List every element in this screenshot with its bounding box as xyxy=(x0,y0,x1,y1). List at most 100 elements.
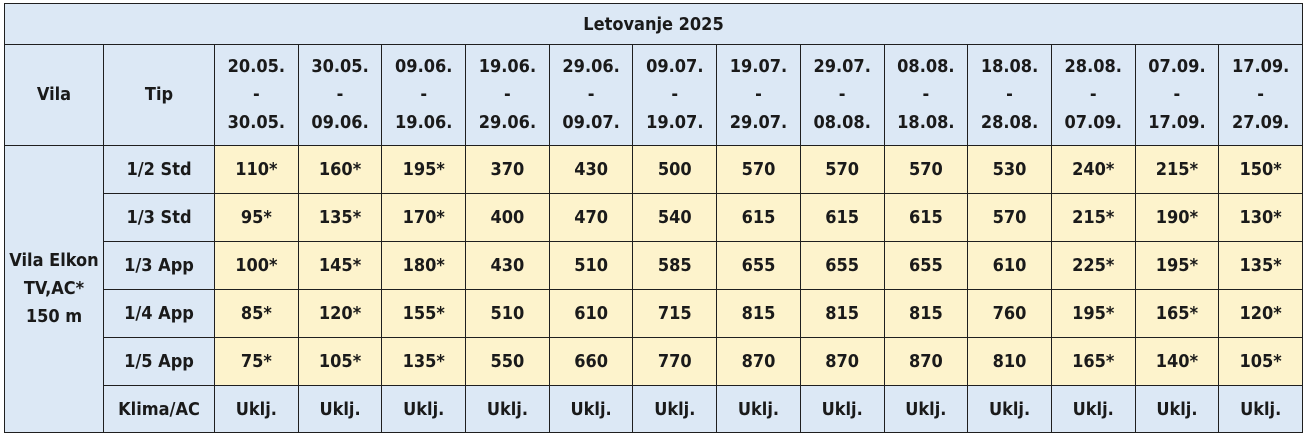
period-to: 09.06. xyxy=(311,112,369,133)
table-row: 1/5 App 75* 105* 135* 550 660 770 870 870 870 810 1… xyxy=(5,337,1304,386)
price-cell: 500 xyxy=(632,145,718,194)
period-header: 19.06. - 29.06. xyxy=(465,44,550,146)
price-cell: 610 xyxy=(548,289,634,338)
klima-cell: Uklj. xyxy=(632,385,718,433)
room-type: 1/3 Std xyxy=(103,193,215,242)
price-cell: 100* xyxy=(214,241,299,290)
period-to: 07.09. xyxy=(1064,112,1122,133)
period-sep: - xyxy=(336,84,344,105)
price-cell: 140* xyxy=(1134,337,1220,386)
price-cell: 570 xyxy=(883,145,969,194)
price-cell: 135* xyxy=(381,337,467,386)
table-row: 1/4 App 85* 120* 155* 510 610 715 815 815 815 760 1… xyxy=(5,289,1304,338)
period-header: 29.07. - 08.08. xyxy=(799,44,885,146)
period-header: 18.08. - 28.08. xyxy=(967,44,1052,146)
price-cell: 430 xyxy=(465,241,550,290)
villa-line3: 150 m xyxy=(25,306,83,327)
period-to: 19.07. xyxy=(646,112,704,133)
villa-cell: Vila Elkon TV,AC* 150 m xyxy=(4,145,104,433)
price-cell: 615 xyxy=(799,193,885,242)
klima-cell: Uklj. xyxy=(1134,385,1220,433)
price-cell: 615 xyxy=(883,193,969,242)
period-to: 08.08. xyxy=(813,112,871,133)
period-header: 28.08. - 07.09. xyxy=(1050,44,1136,146)
period-from: 29.06. xyxy=(562,56,620,77)
period-from: 18.08. xyxy=(980,56,1039,77)
period-header: 19.07. - 29.07. xyxy=(716,44,801,146)
klima-row: Klima/AC Uklj. Uklj. Uklj. Uklj. Uklj. Uklj. Uk… xyxy=(5,385,1304,433)
price-cell: 870 xyxy=(716,337,801,386)
price-cell: 195* xyxy=(1134,241,1220,290)
period-sep: - xyxy=(838,84,846,105)
klima-cell: Uklj. xyxy=(1050,385,1136,433)
price-cell: 135* xyxy=(1218,241,1304,290)
price-cell: 225* xyxy=(1050,241,1136,290)
price-cell: 215* xyxy=(1134,145,1220,194)
price-cell: 510 xyxy=(465,289,550,338)
price-cell: 655 xyxy=(716,241,801,290)
klima-label: Klima/AC xyxy=(103,385,215,433)
period-header: 09.06. - 19.06. xyxy=(381,44,467,146)
price-cell: 770 xyxy=(632,337,718,386)
period-sep: - xyxy=(1257,84,1265,105)
period-sep: - xyxy=(1006,84,1013,105)
price-cell: 195* xyxy=(1050,289,1136,338)
price-cell: 570 xyxy=(799,145,885,194)
price-cell: 430 xyxy=(548,145,634,194)
period-sep: - xyxy=(671,84,679,105)
price-cell: 870 xyxy=(883,337,969,386)
price-cell: 155* xyxy=(381,289,467,338)
period-sep: - xyxy=(420,84,428,105)
period-from: 19.06. xyxy=(478,56,537,77)
period-header: 17.09. - 27.09. xyxy=(1218,44,1304,146)
price-cell: 110* xyxy=(214,145,299,194)
period-to: 18.08. xyxy=(897,112,955,133)
header-row: Vila Tip 20.05. -30.05. 30.05. -09.06. 09.06… xyxy=(4,44,1304,146)
period-from: 28.08. xyxy=(1064,56,1122,77)
price-cell: 660 xyxy=(548,337,634,386)
period-to: 09.07. xyxy=(562,112,620,133)
period-to: 27.09. xyxy=(1231,112,1290,133)
klima-cell: Uklj. xyxy=(548,385,634,433)
price-cell: 240* xyxy=(1050,145,1136,194)
period-header: 09.07. - 19.07. xyxy=(632,44,718,146)
price-table: Letovanje 2025 Vila Tip 20.05. -30.05. 30.… xyxy=(3,3,1304,433)
price-cell: 75* xyxy=(214,337,299,386)
period-to: 30.05. xyxy=(227,112,286,133)
price-cell: 550 xyxy=(465,337,550,386)
period-sep: - xyxy=(587,84,595,105)
price-cell: 870 xyxy=(799,337,885,386)
klima-cell: Uklj. xyxy=(883,385,969,433)
price-cell: 655 xyxy=(883,241,969,290)
price-cell: 195* xyxy=(381,145,467,194)
period-sep: - xyxy=(504,84,511,105)
price-cell: 815 xyxy=(716,289,801,338)
price-cell: 570 xyxy=(967,193,1052,242)
room-type: 1/2 Std xyxy=(103,145,215,194)
price-cell: 815 xyxy=(799,289,885,338)
period-from: 19.07. xyxy=(729,56,788,77)
price-cell: 585 xyxy=(632,241,718,290)
period-header: 29.06. - 09.07. xyxy=(548,44,634,146)
period-sep: - xyxy=(1089,84,1097,105)
period-header: 30.05. - 09.06. xyxy=(297,44,383,146)
price-cell: 540 xyxy=(632,193,718,242)
period-header: 08.08. - 18.08. xyxy=(883,44,969,146)
price-cell: 95* xyxy=(214,193,299,242)
period-sep: - xyxy=(922,84,930,105)
table-title: Letovanje 2025 xyxy=(3,3,1304,45)
price-cell: 105* xyxy=(297,337,383,386)
price-cell: 610 xyxy=(967,241,1052,290)
period-sep: - xyxy=(755,84,762,105)
klima-cell: Uklj. xyxy=(967,385,1052,433)
villa-line1: Vila Elkon xyxy=(9,250,99,271)
period-to: 28.08. xyxy=(980,112,1039,133)
tip-header: Tip xyxy=(103,44,215,146)
price-cell: 105* xyxy=(1218,337,1304,386)
price-cell: 400 xyxy=(465,193,550,242)
price-cell: 470 xyxy=(548,193,634,242)
period-from: 08.08. xyxy=(897,56,955,77)
period-from: 29.07. xyxy=(813,56,871,77)
period-to: 29.07. xyxy=(729,112,788,133)
table-row: 1/3 App 100* 145* 180* 430 510 585 655 655 655 610… xyxy=(5,241,1304,290)
